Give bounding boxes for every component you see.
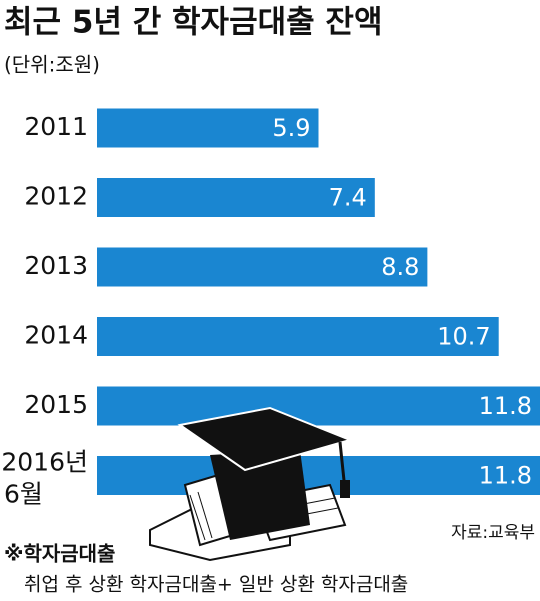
bar bbox=[97, 317, 499, 356]
y-tick-label: 2012 bbox=[24, 182, 88, 211]
bar bbox=[97, 247, 428, 287]
bar bbox=[97, 108, 319, 148]
value-label: 11.8 bbox=[479, 392, 532, 420]
y-tick-label: 2014 bbox=[24, 321, 88, 350]
value-label: 8.8 bbox=[381, 253, 419, 281]
source: 자료:교육부 bbox=[451, 523, 535, 543]
chart-title: 최근 5년 간 학자금대출 잔액 bbox=[4, 5, 382, 41]
y-tick-label: 2016년 6월 bbox=[1, 448, 88, 509]
value-label: 11.8 bbox=[479, 462, 532, 490]
graduation-illustration bbox=[149, 406, 354, 562]
y-tick-label: 2015 bbox=[24, 390, 88, 419]
y-tick-label: 2011 bbox=[24, 112, 88, 141]
bar bbox=[97, 178, 375, 217]
chart-subtitle: (단위:조원) bbox=[4, 53, 100, 77]
value-label: 10.7 bbox=[437, 323, 490, 351]
bar bbox=[97, 386, 540, 426]
note-text: 취업 후 상환 학자금대출+ 일반 상환 학자금대출 bbox=[24, 574, 408, 596]
note-title: ※학자금대출 bbox=[4, 542, 115, 566]
value-label: 7.4 bbox=[329, 184, 367, 212]
y-tick-label: 2013 bbox=[24, 251, 88, 280]
value-label: 5.9 bbox=[272, 114, 310, 142]
